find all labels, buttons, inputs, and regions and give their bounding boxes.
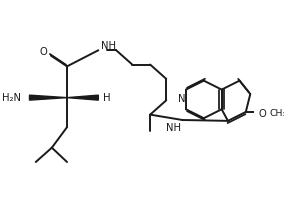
Text: CH₃: CH₃ [270, 109, 284, 118]
Text: H₂N: H₂N [3, 93, 22, 103]
Polygon shape [30, 95, 67, 100]
Text: O: O [39, 47, 47, 57]
Text: O: O [258, 109, 266, 119]
Polygon shape [67, 95, 98, 100]
Text: NH: NH [101, 41, 116, 51]
Text: N: N [178, 94, 185, 104]
Text: NH: NH [166, 123, 181, 133]
Text: H: H [103, 93, 110, 103]
